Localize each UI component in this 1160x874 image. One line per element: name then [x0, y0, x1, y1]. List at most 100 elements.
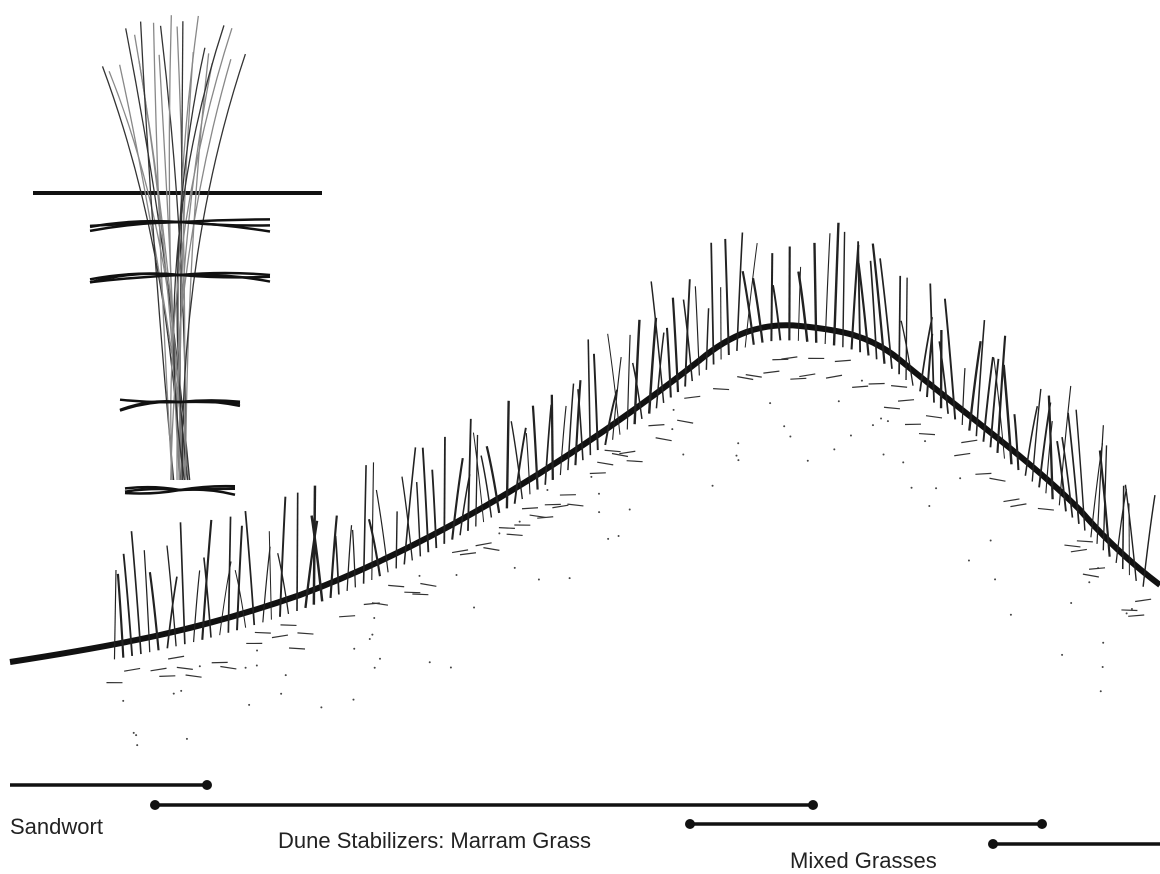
sand-speck: [568, 577, 571, 580]
root: [834, 359, 851, 363]
grass-blade: [1096, 425, 1104, 544]
grass-blade: [351, 529, 357, 588]
inset-root: [89, 220, 181, 233]
root: [124, 667, 141, 672]
zone-bars: [10, 780, 1160, 849]
sand-speck: [320, 706, 323, 709]
sand-speck: [711, 484, 714, 487]
grass-blade: [577, 389, 584, 461]
root: [868, 382, 885, 385]
sand-speck: [789, 435, 792, 438]
sand-speck: [672, 408, 675, 411]
inset-root: [119, 399, 181, 412]
root: [619, 450, 636, 455]
inset-root: [179, 400, 241, 405]
root: [655, 437, 672, 442]
grass-blade: [751, 277, 764, 343]
sand-speck: [244, 666, 247, 669]
sand-speck: [513, 566, 516, 569]
grass-blade: [201, 519, 213, 640]
grass-blade: [682, 299, 694, 382]
grass-blade: [671, 297, 680, 393]
root: [506, 533, 523, 537]
sand-speck: [198, 665, 201, 668]
grass-blade: [525, 433, 531, 495]
sand-speck: [959, 477, 962, 480]
grass-blade: [505, 400, 510, 509]
grass-blade: [310, 515, 324, 602]
grass-blade: [1045, 420, 1053, 494]
sand-speck: [449, 666, 452, 669]
grass-blade: [166, 576, 178, 649]
sand-speck: [598, 511, 601, 514]
sand-speck: [373, 616, 376, 619]
grass-blade: [1142, 495, 1156, 587]
sand-speck: [1130, 607, 1133, 610]
sand-speck: [255, 664, 258, 667]
grass-blade: [1031, 388, 1042, 482]
grass-blade: [1056, 440, 1067, 512]
root: [897, 399, 915, 402]
root: [483, 547, 500, 551]
grass-blade: [771, 285, 782, 341]
grass-blade: [869, 260, 878, 360]
grass-blade: [996, 335, 1007, 454]
sand-speck: [833, 448, 836, 451]
root: [684, 395, 701, 399]
inset-blade: [176, 26, 186, 481]
root: [288, 647, 306, 650]
root: [521, 507, 539, 510]
grass-blade: [467, 418, 472, 531]
sand-speck: [353, 647, 356, 650]
root: [925, 415, 943, 419]
root: [1070, 548, 1087, 553]
grass-blade: [166, 545, 177, 647]
root: [254, 631, 271, 634]
sand-speck: [1125, 612, 1128, 615]
grass-blade: [832, 222, 840, 346]
grass-blade: [179, 522, 186, 645]
grass-blade: [736, 232, 744, 351]
inset-root: [179, 488, 236, 496]
grass-blade: [989, 358, 1000, 448]
sand-speck: [256, 649, 259, 652]
root: [799, 373, 816, 378]
sand-speck: [737, 442, 740, 445]
grass-blade: [203, 557, 212, 638]
sand-speck: [910, 486, 913, 489]
grass-blade: [975, 320, 986, 437]
root: [891, 385, 908, 388]
sand-speck: [860, 379, 863, 382]
sand-speck: [1101, 665, 1104, 668]
root: [918, 432, 936, 436]
grass-blade: [296, 492, 299, 612]
sand-speck: [1099, 690, 1102, 693]
grass-blade: [472, 432, 485, 523]
root: [677, 419, 694, 424]
zone-label: Dune Stabilizers: Marram Grass: [278, 828, 591, 853]
inset-blade: [184, 53, 210, 481]
grass-blade: [277, 553, 290, 615]
root: [271, 634, 289, 639]
root: [412, 593, 429, 596]
grass-blade: [900, 320, 914, 386]
grass-blade: [362, 465, 367, 584]
root: [167, 655, 185, 660]
grass-blade: [304, 520, 319, 609]
sand-speck: [837, 400, 840, 403]
grass-blade: [236, 525, 243, 631]
grass-blade: [710, 242, 715, 365]
grass-blade: [647, 317, 658, 414]
sand-speck: [871, 424, 874, 427]
grass-blade: [813, 242, 818, 343]
sand-speck: [518, 520, 521, 523]
grass: [106, 222, 1156, 747]
root: [604, 449, 621, 453]
root: [404, 591, 421, 594]
root: [475, 542, 492, 547]
sand-speck: [967, 559, 970, 562]
sand-speck: [590, 475, 593, 478]
sand-speck: [671, 428, 674, 431]
sand-speck: [546, 489, 549, 492]
grass-blade: [604, 389, 619, 446]
